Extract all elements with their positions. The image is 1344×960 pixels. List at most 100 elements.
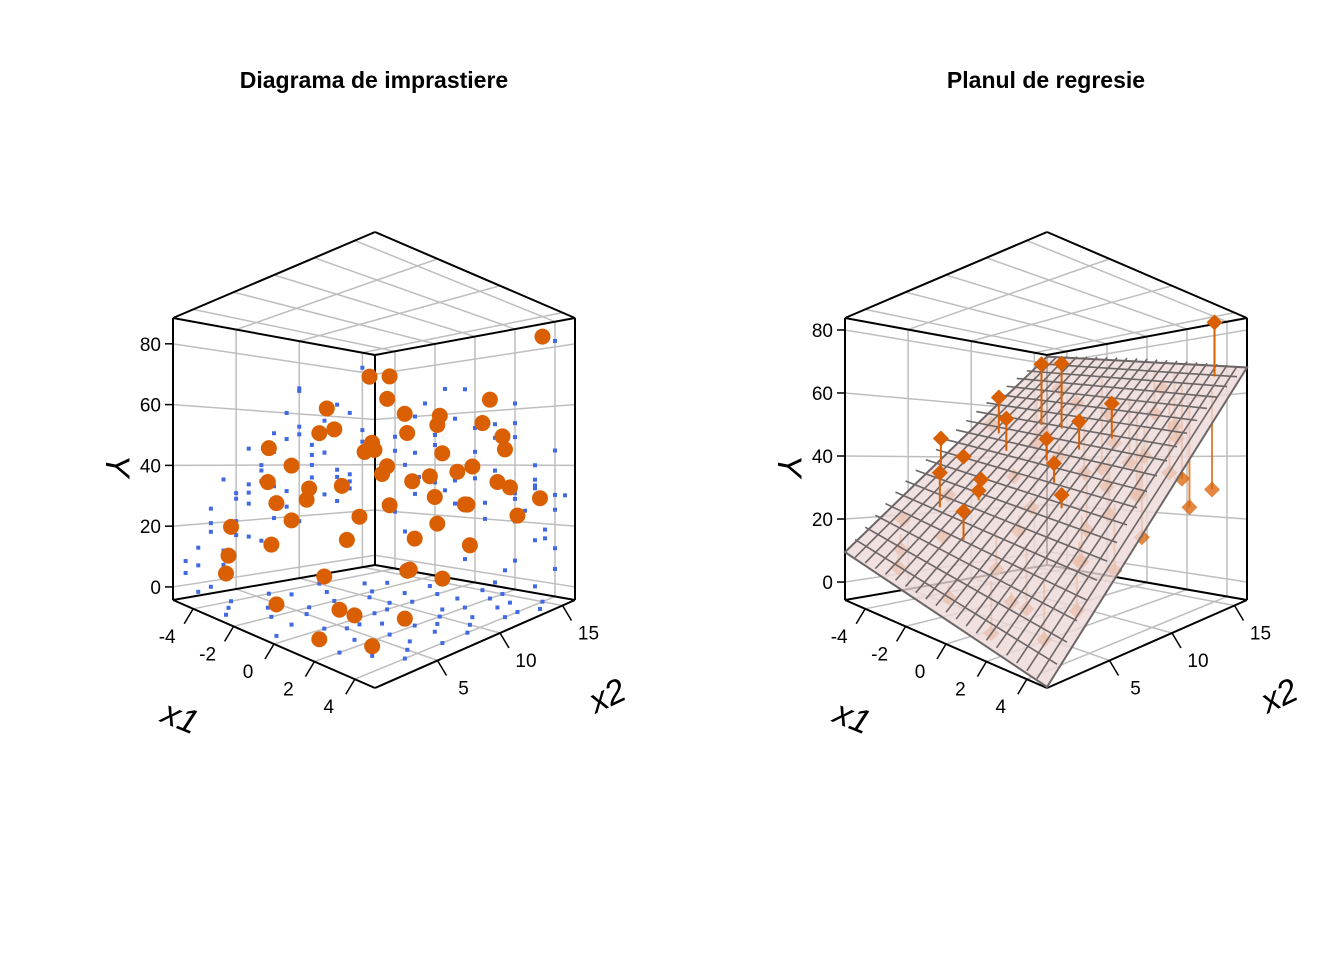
- plane-gridline: [1005, 362, 1208, 656]
- point-shadow: [385, 607, 390, 612]
- point-shadow: [533, 463, 537, 468]
- data-point: [1033, 356, 1050, 373]
- point-shadow: [427, 584, 432, 589]
- plane-gridline: [1036, 365, 1238, 680]
- plane-gridline: [1036, 362, 1238, 378]
- point-shadow: [553, 492, 557, 497]
- point-shadow: [455, 596, 460, 601]
- point-shadow: [284, 489, 289, 494]
- x1-tick-label: -4: [831, 627, 848, 648]
- point-shadow: [322, 492, 327, 497]
- plane-gridline: [895, 491, 1098, 582]
- data-point: [263, 536, 280, 553]
- point-shadow: [266, 591, 271, 596]
- data-point: [311, 425, 328, 442]
- data-point: [361, 368, 378, 385]
- point-shadow: [347, 486, 352, 491]
- point-shadow: [387, 632, 392, 637]
- data-point: [429, 416, 446, 433]
- point-shadow: [322, 418, 327, 423]
- data-point: [931, 464, 948, 481]
- point-shadow: [413, 491, 417, 496]
- data-point: [932, 430, 949, 447]
- data-point: [531, 490, 548, 507]
- plane-gridline: [986, 402, 1188, 435]
- point-shadow: [196, 589, 201, 594]
- x1-tick-label: 4: [324, 697, 335, 718]
- plane-gridline: [1016, 377, 1218, 398]
- data-point: [456, 496, 473, 513]
- data-point: [351, 508, 368, 525]
- point-shadow: [413, 414, 417, 419]
- point-shadow: [272, 516, 276, 521]
- plane-gridline: [884, 356, 1088, 575]
- y-tick-label: 40: [140, 456, 161, 477]
- box-edge: [844, 231, 1048, 319]
- x2-tick-mark: [1108, 660, 1120, 676]
- ceiling-gridline: [354, 239, 556, 323]
- point-shadow: [470, 615, 475, 620]
- point-shadow: [344, 626, 349, 631]
- point-shadow: [443, 488, 447, 493]
- point-shadow: [246, 446, 251, 451]
- data-point: [461, 537, 478, 554]
- x1-tick-mark: [264, 643, 275, 660]
- y-tick-label: 60: [812, 384, 833, 405]
- box-edge: [172, 564, 376, 601]
- point-shadow: [473, 425, 477, 430]
- point-shadow: [553, 546, 557, 551]
- plane-gridline: [885, 502, 1088, 601]
- point-shadow: [473, 449, 477, 454]
- data-point: [1053, 486, 1070, 503]
- point-shadow: [467, 622, 472, 627]
- point-shadow: [289, 622, 294, 627]
- data-point: [970, 482, 987, 499]
- point-shadow: [537, 606, 542, 611]
- data-point: [223, 518, 240, 535]
- data-point: [298, 491, 315, 508]
- left-wall-gridline: [172, 554, 376, 588]
- point-shadow: [208, 529, 213, 534]
- plane-gridline: [874, 514, 1078, 622]
- data-point: [434, 570, 451, 587]
- y-tick-label: 60: [140, 396, 161, 417]
- data-point: [534, 328, 551, 345]
- point-shadow: [347, 472, 352, 477]
- point-shadow: [234, 496, 239, 501]
- point-shadow: [493, 468, 497, 473]
- point-shadow: [284, 410, 289, 415]
- point-shadow: [372, 611, 377, 616]
- box-edge: [844, 317, 1048, 356]
- point-shadow: [553, 338, 557, 343]
- x1-axis-label: x1: [154, 693, 203, 742]
- data-point: [1046, 455, 1063, 472]
- data-point: [973, 471, 990, 488]
- data-point: [496, 441, 513, 458]
- point-shadow: [432, 629, 437, 634]
- data-point: [326, 421, 343, 438]
- ceiling-gridline: [1026, 239, 1228, 323]
- data-point: [259, 474, 276, 491]
- point-shadow: [367, 595, 372, 600]
- plane-gridline: [925, 357, 1128, 600]
- point-shadow: [453, 501, 457, 506]
- point-shadow: [370, 589, 375, 594]
- point-shadow: [265, 605, 270, 610]
- x2-tick-mark: [1233, 605, 1245, 621]
- plane-gridline: [1026, 370, 1228, 388]
- data-point: [379, 390, 396, 407]
- point-shadow: [284, 437, 289, 442]
- plane-gridline: [894, 356, 1098, 581]
- point-shadow: [513, 421, 517, 426]
- point-shadow: [324, 589, 329, 594]
- point-shadow: [269, 614, 274, 619]
- data-point: [406, 530, 423, 547]
- data-point: [396, 405, 413, 422]
- ceiling-gridline: [971, 285, 1173, 342]
- plane-gridline: [935, 358, 1138, 607]
- data-point: [268, 495, 285, 512]
- y-tick-label: 80: [812, 321, 833, 342]
- point-shadow: [246, 490, 251, 495]
